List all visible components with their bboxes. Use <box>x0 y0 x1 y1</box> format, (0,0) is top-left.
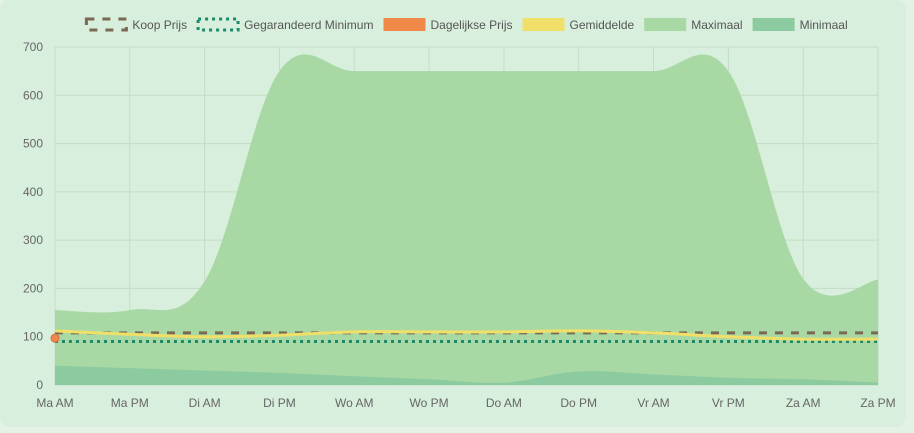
area-minimaal <box>55 365 878 385</box>
point-dagelijkse-prijs <box>50 333 60 343</box>
legend-item-minimaal[interactable]: Minimaal <box>752 18 848 32</box>
y-tick-label: 700 <box>23 40 43 54</box>
legend-swatch <box>84 17 128 32</box>
x-tick-label: Vr AM <box>637 396 669 410</box>
legend-item-dagelijkse-prijs[interactable]: Dagelijkse Prijs <box>383 18 513 32</box>
legend-item-koop-prijs[interactable]: Koop Prijs <box>84 17 187 32</box>
x-tick-label: Za PM <box>860 396 895 410</box>
x-tick-label: Wo AM <box>335 396 373 410</box>
x-tick-label: Ma PM <box>111 396 149 410</box>
legend-swatch <box>383 18 426 31</box>
x-tick-label: Za AM <box>786 396 821 410</box>
y-tick-label: 200 <box>23 281 43 295</box>
legend-item-gemiddelde[interactable]: Gemiddelde <box>522 18 635 32</box>
legend-label: Gegarandeerd Minimum <box>244 18 373 32</box>
legend-swatch <box>644 18 687 31</box>
legend-label: Minimaal <box>800 18 848 32</box>
x-tick-label: Do PM <box>560 396 597 410</box>
area-maximaal <box>55 54 878 386</box>
x-tick-label: Di PM <box>263 396 296 410</box>
y-tick-label: 500 <box>23 137 43 151</box>
legend-item-maximaal[interactable]: Maximaal <box>644 18 743 32</box>
x-axis: Ma AM Ma PM Di AM Di PM Wo AM Wo PM Do AM Do PM… <box>36 396 895 410</box>
legend-swatch <box>752 18 795 31</box>
y-tick-label: 600 <box>23 88 43 102</box>
legend-label: Gemiddelde <box>570 18 635 32</box>
y-tick-label: 300 <box>23 233 43 247</box>
x-tick-label: Do AM <box>486 396 522 410</box>
y-tick-label: 100 <box>23 330 43 344</box>
line-gemiddelde <box>54 329 879 341</box>
y-tick-label: 400 <box>23 185 43 199</box>
legend-swatch <box>196 17 240 32</box>
legend-label: Koop Prijs <box>132 18 187 32</box>
line-series <box>54 329 879 344</box>
x-tick-label: Ma AM <box>36 396 73 410</box>
y-tick-label: 0 <box>36 378 43 392</box>
y-axis: 0 100 200 300 400 500 600 700 <box>23 40 43 392</box>
legend: Koop Prijs Gegarandeerd Minimum Dagelijkse… <box>84 17 848 32</box>
point-series <box>50 333 60 343</box>
x-tick-label: Vr PM <box>712 396 745 410</box>
x-tick-label: Wo PM <box>410 396 449 410</box>
legend-label: Dagelijkse Prijs <box>430 18 512 32</box>
legend-swatch <box>522 18 565 31</box>
x-tick-label: Di AM <box>189 396 221 410</box>
legend-item-gegarandeerd-minimum[interactable]: Gegarandeerd Minimum <box>196 17 373 32</box>
area-series <box>55 54 878 386</box>
legend-label: Maximaal <box>691 18 742 32</box>
